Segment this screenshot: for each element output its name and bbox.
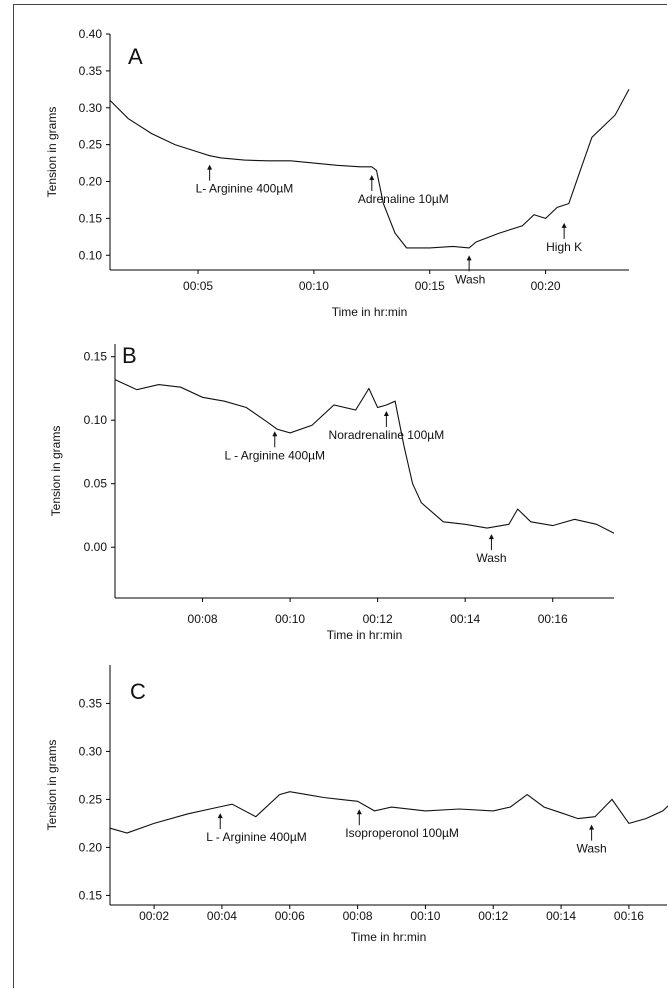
y-tick-label: 0.35 bbox=[79, 64, 103, 78]
x-tick-label: 00:20 bbox=[531, 279, 561, 293]
x-tick-label: 00:05 bbox=[183, 279, 213, 293]
annotation-label: Adrenaline 10µM bbox=[358, 192, 449, 206]
annotation-arrow-head bbox=[561, 222, 567, 228]
annotation-arrow-head bbox=[356, 809, 362, 815]
x-tick-label: 00:16 bbox=[538, 612, 568, 626]
y-tick-label: 0.20 bbox=[79, 840, 103, 854]
x-tick-label: 00:10 bbox=[275, 612, 305, 626]
x-tick-label: 00:14 bbox=[546, 909, 576, 923]
annotation-label: Isoproperonol 100µM bbox=[345, 826, 459, 840]
x-tick-label: 00:08 bbox=[343, 909, 373, 923]
annotation-arrow-head bbox=[207, 164, 213, 170]
x-axis-title: Time in hr:min bbox=[327, 628, 403, 642]
annotation-label: Wash bbox=[455, 272, 485, 286]
y-tick-label: 0.15 bbox=[79, 211, 103, 225]
x-tick-label: 00:15 bbox=[415, 279, 445, 293]
x-tick-label: 00:04 bbox=[207, 909, 237, 923]
chart-panel-b: 0.00 0.05 0.10 0.15 00:08 00:10 00:12 00:14 00:1… bbox=[49, 343, 615, 642]
y-tick-label: 0.05 bbox=[84, 477, 108, 491]
series-line bbox=[109, 89, 630, 249]
y-tick-label: 0.40 bbox=[79, 27, 103, 41]
annotation-arrow-head bbox=[488, 534, 494, 540]
chart-panel-c: 0.15 0.20 0.25 0.30 0.35 00:02 00:04 00:06 00:08… bbox=[45, 665, 668, 944]
figure-frame bbox=[13, 4, 667, 988]
annotation-label: Wash bbox=[476, 551, 506, 565]
panel-label: C bbox=[130, 679, 146, 704]
y-tick-label: 0.25 bbox=[79, 792, 103, 806]
annotation-arrow-head bbox=[369, 174, 375, 180]
annotation-arrow-head bbox=[466, 255, 472, 261]
series-line bbox=[114, 379, 615, 534]
annotation-arrow-head bbox=[589, 824, 595, 830]
y-axis-title: Tension in grams bbox=[45, 107, 59, 198]
y-tick-label: 0.30 bbox=[79, 744, 103, 758]
x-axis-title: Time in hr:min bbox=[332, 305, 408, 319]
y-tick-label: 0.15 bbox=[84, 350, 108, 364]
y-tick-label: 0.35 bbox=[79, 696, 103, 710]
x-tick-label: 00:10 bbox=[410, 909, 440, 923]
annotation-label: High K bbox=[546, 240, 582, 254]
y-tick-label: 0.30 bbox=[79, 101, 103, 115]
y-tick-label: 0.10 bbox=[79, 248, 103, 262]
y-tick-label: 0.25 bbox=[79, 138, 103, 152]
series-line bbox=[109, 791, 668, 834]
y-tick-label: 0.15 bbox=[79, 888, 103, 902]
annotation-label: L - Arginine 400µM bbox=[206, 830, 307, 844]
x-tick-label: 00:02 bbox=[139, 909, 169, 923]
y-tick-label: 0.20 bbox=[79, 175, 103, 189]
y-tick-label: 0.10 bbox=[84, 413, 108, 427]
x-tick-label: 00:08 bbox=[188, 612, 218, 626]
annotation-label: Noradrenaline 100µM bbox=[329, 428, 445, 442]
y-axis-title: Tension in grams bbox=[49, 426, 63, 517]
x-tick-label: 00:10 bbox=[299, 279, 329, 293]
x-tick-label: 00:12 bbox=[363, 612, 393, 626]
x-tick-label: 00:06 bbox=[275, 909, 305, 923]
panel-label: B bbox=[122, 343, 137, 368]
panel-label: A bbox=[128, 44, 143, 69]
y-axis-title: Tension in grams bbox=[45, 740, 59, 831]
annotation-arrow-head bbox=[272, 431, 278, 437]
x-tick-label: 00:14 bbox=[450, 612, 480, 626]
annotation-label: L - Arginine 400µM bbox=[225, 448, 326, 462]
y-tick-label: 0.00 bbox=[84, 540, 108, 554]
x-tick-label: 00:12 bbox=[478, 909, 508, 923]
x-axis-title: Time in hr:min bbox=[351, 930, 427, 944]
chart-panel-a: 0.10 0.15 0.20 0.25 0.30 0.35 0.40 00:05 00:10 00… bbox=[45, 27, 630, 319]
x-tick-label: 00:16 bbox=[614, 909, 644, 923]
annotation-label: L- Arginine 400µM bbox=[196, 182, 294, 196]
annotation-label: Wash bbox=[576, 842, 606, 856]
annotation-arrow-head bbox=[383, 410, 389, 416]
annotation-arrow-head bbox=[217, 813, 223, 819]
